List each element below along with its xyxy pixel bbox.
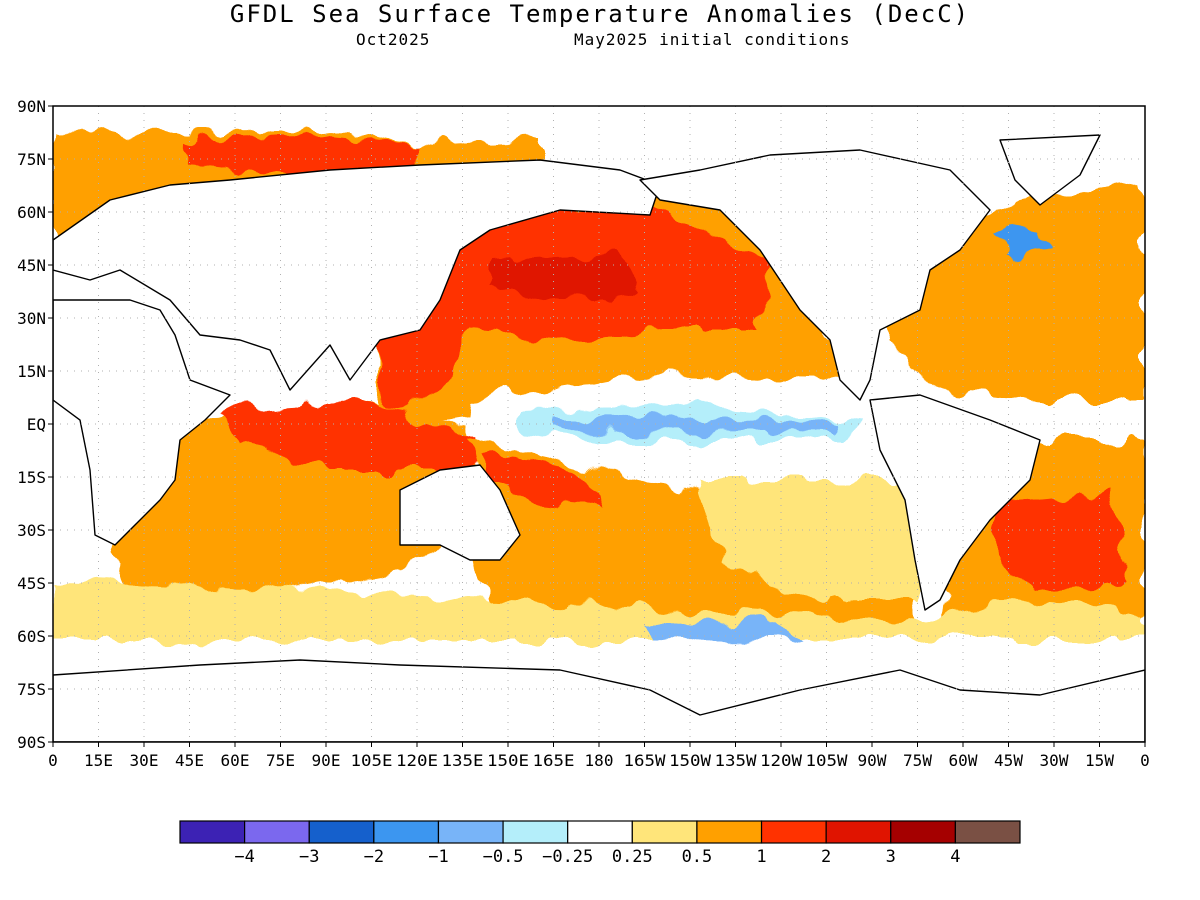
lat-tick-label: 30S [17, 521, 46, 540]
colorbar-swatch [631, 820, 698, 844]
south-atlantic-hot [990, 490, 1130, 590]
lat-tick-label: 45S [17, 574, 46, 593]
lon-tick-label: 60W [949, 751, 978, 770]
forecast-month: Oct2025 [356, 30, 431, 49]
indian-ocean-hot [220, 400, 480, 470]
lon-tick-label: 180 [585, 751, 614, 770]
arctic-hot [180, 135, 420, 175]
kuroshio-hot [380, 230, 480, 420]
colorbar-swatch [890, 820, 956, 844]
lon-tick-label: 120W [760, 751, 802, 770]
lat-tick-label: 90N [17, 97, 46, 116]
lon-tick-label: 45W [994, 751, 1023, 770]
africa-landmass [53, 299, 231, 546]
colorbar-label: 1 [756, 847, 766, 867]
colorbar-swatch [567, 820, 633, 844]
lon-tick-label: 75E [266, 751, 295, 770]
anomaly-shading [53, 130, 1145, 642]
colorbar-label: −2 [364, 847, 384, 867]
south-pacific-yellow [700, 480, 920, 600]
lon-tick-label: 165E [533, 751, 575, 770]
colorbar-label: 2 [821, 847, 831, 867]
colorbar-swatch [437, 820, 504, 844]
north-america-landmass [639, 149, 991, 401]
lon-tick-label: 0 [48, 751, 58, 770]
longitude-axis: 0 15E 30E 45E 60E 75E 90E 105E 120E 135E 150E 165E 1… [48, 742, 1150, 770]
lon-tick-label: 75W [903, 751, 932, 770]
lat-tick-label: 75N [17, 150, 46, 169]
lon-tick-label: 0 [1140, 751, 1150, 770]
lon-tick-label: 150W [669, 751, 711, 770]
lat-tick-label: 90S [17, 733, 46, 752]
australia-landmass [399, 464, 521, 561]
colorbar-label: −4 [234, 847, 254, 867]
colorbar-label: 4 [950, 847, 960, 867]
graticule [53, 106, 1145, 742]
colorbar-label: −3 [299, 847, 319, 867]
colorbar-swatch [179, 820, 246, 844]
colorbar-swatch [373, 820, 440, 844]
lon-tick-label: 105E [351, 751, 393, 770]
lat-tick-label: 15S [17, 468, 46, 487]
colorbar-label: −0.5 [483, 847, 524, 867]
lon-tick-label: 120E [396, 751, 438, 770]
lon-tick-label: 15W [1085, 751, 1114, 770]
colorbar-swatch [308, 820, 375, 844]
colorbar: −4 −3 −2 −1 −0.5 −0.25 0.25 0.5 1 2 3 4 [179, 820, 1021, 867]
south-pacific-hot [480, 450, 600, 510]
colorbar-swatch [696, 820, 763, 844]
colorbar-label: 0.5 [682, 847, 713, 867]
map-title: GFDL Sea Surface Temperature Anomalies (… [229, 0, 971, 28]
north-pacific-core [490, 255, 640, 300]
colorbar-swatch [954, 820, 1021, 844]
lon-tick-label: 45E [175, 751, 204, 770]
lon-tick-label: 150E [487, 751, 529, 770]
lon-tick-label: 105W [806, 751, 848, 770]
lat-tick-label: 15N [17, 362, 46, 381]
arctic-warm [53, 130, 540, 240]
colorbar-swatch [760, 820, 827, 844]
lat-tick-label: 75S [17, 680, 46, 699]
lat-tick-label: 60N [17, 203, 46, 222]
south-america-landmass [869, 394, 1041, 611]
latitude-axis: 90N 75N 60N 45N 30N 15N EQ 15S 30S 45S 60S 75S 90S [17, 97, 53, 752]
anomaly-field [53, 130, 1145, 642]
lat-tick-label: EQ [27, 415, 46, 434]
lon-tick-label: 60E [221, 751, 250, 770]
colorbar-label: −1 [428, 847, 448, 867]
north-atlantic-warm [890, 180, 1145, 400]
lon-tick-label: 135W [715, 751, 757, 770]
lon-tick-label: 30E [130, 751, 159, 770]
lon-tick-label: 90W [858, 751, 887, 770]
colorbar-label: −0.25 [542, 847, 593, 867]
colorbar-swatch [825, 820, 892, 844]
lat-tick-label: 45N [17, 256, 46, 275]
lat-tick-label: 60S [17, 627, 46, 646]
lon-tick-label: 30W [1040, 751, 1069, 770]
equatorial-pacific-cold [560, 418, 840, 432]
eurasia-landmass [53, 159, 661, 391]
colorbar-label: 3 [886, 847, 896, 867]
lon-tick-label: 15E [84, 751, 113, 770]
colorbar-swatch [502, 820, 569, 844]
colorbar-swatch [244, 820, 310, 844]
lat-tick-label: 30N [17, 309, 46, 328]
initial-conditions-label: May2025 initial conditions [574, 30, 851, 49]
lon-tick-label: 90E [312, 751, 341, 770]
lon-tick-label: 135E [442, 751, 484, 770]
north-atlantic-cold [995, 228, 1045, 255]
greenland-landmass [999, 134, 1101, 206]
colorbar-label: 0.25 [612, 847, 653, 867]
lon-tick-label: 165W [624, 751, 666, 770]
